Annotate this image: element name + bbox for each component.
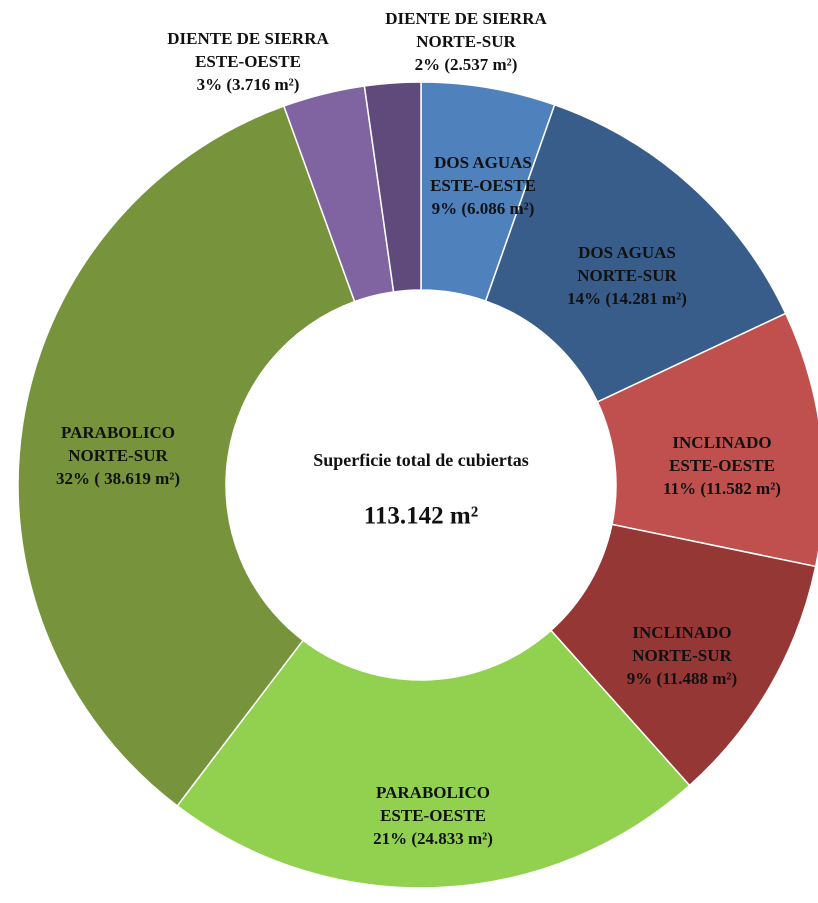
slice-label: ESTE-OESTE xyxy=(380,806,486,825)
center-label: Superficie total de cubiertas xyxy=(313,450,528,470)
value-label: 9% (6.086 m²) xyxy=(432,199,535,218)
slice-label: PARABOLICO xyxy=(376,783,490,802)
slice-label: DIENTE DE SIERRA xyxy=(385,9,547,28)
value-label: 2% (2.537 m²) xyxy=(415,55,518,74)
slice xyxy=(596,312,818,568)
slice-label: INCLINADO xyxy=(632,623,731,642)
slice-label: INCLINADO xyxy=(672,433,771,452)
slice-label: DIENTE DE SIERRA xyxy=(167,29,329,48)
slice xyxy=(176,629,691,889)
slice-label: PARABOLICO xyxy=(61,423,175,442)
slice-label: DOS AGUAS xyxy=(434,153,532,172)
slice-label: NORTE-SUR xyxy=(68,446,168,465)
slice xyxy=(17,105,356,807)
slice-label: ESTE-OESTE xyxy=(669,456,775,475)
slice-label: NORTE-SUR xyxy=(577,266,677,285)
slice-label: ESTE-OESTE xyxy=(430,176,536,195)
value-label: 3% (3.716 m²) xyxy=(197,75,300,94)
slice xyxy=(549,523,817,787)
slice-label: NORTE-SUR xyxy=(416,32,516,51)
value-label: 14% (14.281 m²) xyxy=(567,289,687,308)
slice-label: NORTE-SUR xyxy=(632,646,732,665)
slices xyxy=(17,81,818,889)
value-label: 21% (24.833 m²) xyxy=(373,829,493,848)
slice xyxy=(484,103,787,403)
value-label: 32% ( 38.619 m²) xyxy=(56,469,180,488)
slice-label: ESTE-OESTE xyxy=(195,52,301,71)
value-label: 11% (11.582 m²) xyxy=(663,479,781,498)
slice-label: DOS AGUAS xyxy=(578,243,676,262)
total-label: 113.142 m² xyxy=(364,503,478,530)
slice xyxy=(363,81,422,293)
value-label: 9% (11.488 m²) xyxy=(627,669,737,688)
